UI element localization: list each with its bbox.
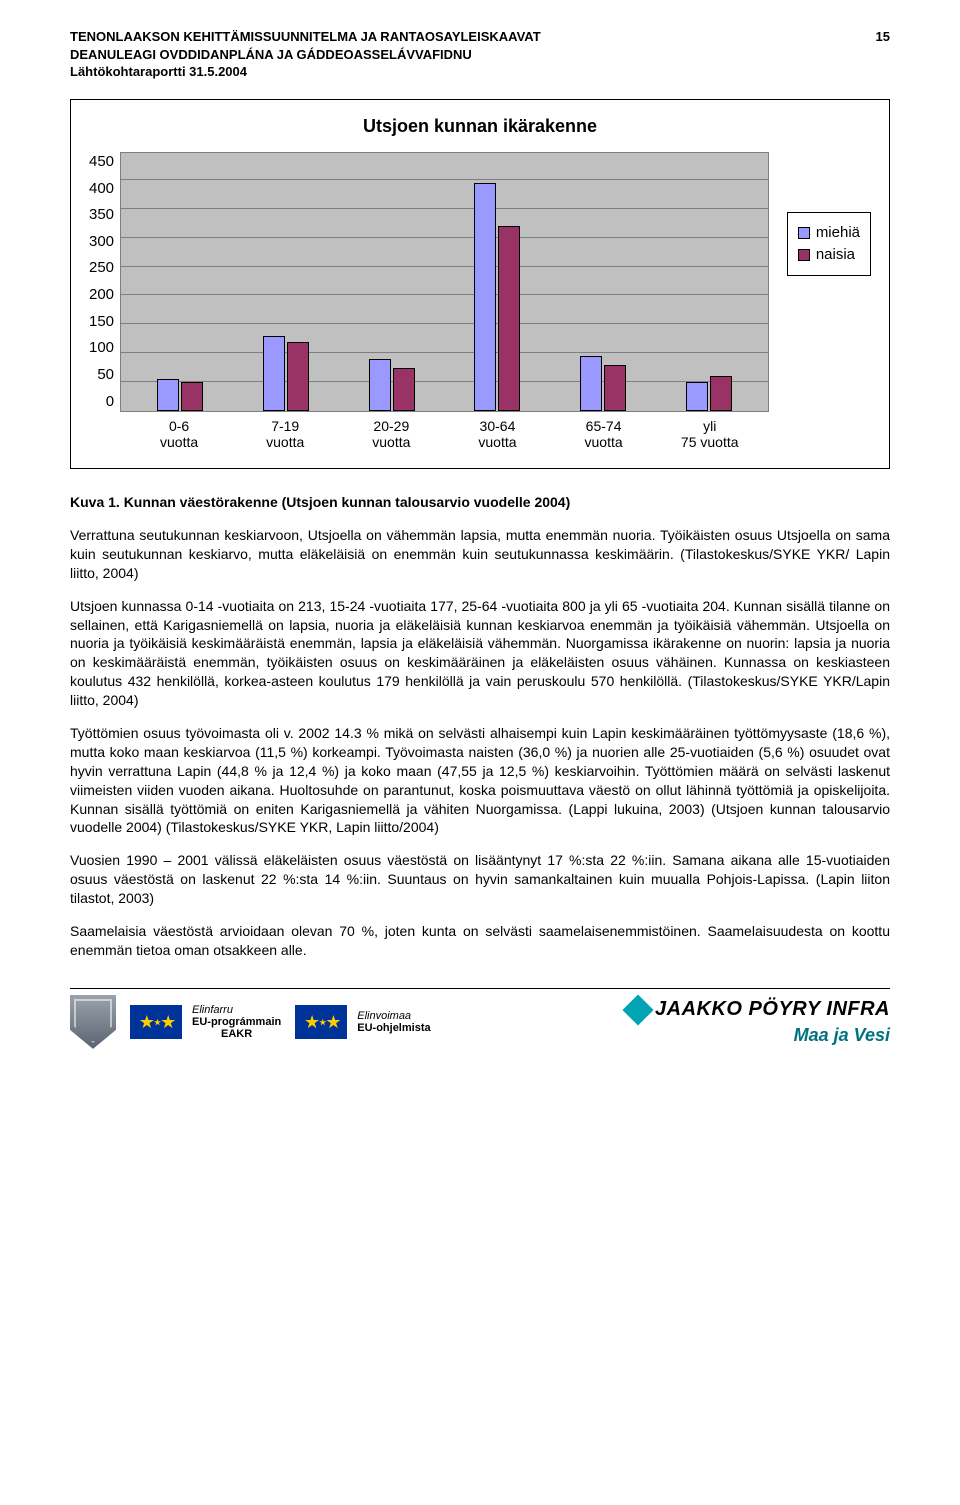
y-tick-label: 150: [89, 312, 114, 332]
bar: [474, 183, 496, 411]
company-name: JAAKKO PÖYRY INFRA: [655, 996, 890, 1023]
y-tick-label: 0: [106, 392, 114, 412]
bar: [157, 379, 179, 411]
y-tick-label: 400: [89, 179, 114, 199]
bar: [710, 376, 732, 411]
y-tick-label: 350: [89, 205, 114, 225]
legend-label: miehiä: [816, 223, 860, 243]
y-tick-label: 450: [89, 152, 114, 172]
chart-x-axis: 0-6vuotta 7-19vuotta 20-29vuotta 30-64vuott…: [120, 412, 769, 450]
x-tick-label: 20-29vuotta: [347, 418, 436, 450]
chart-plot-area: [120, 152, 769, 412]
page-number: 15: [876, 28, 890, 46]
bar-group: [664, 376, 753, 411]
x-tick-label: 0-6vuotta: [135, 418, 224, 450]
paragraph-5: Saamelaisia väestöstä arvioidaan olevan …: [70, 922, 890, 960]
paragraph-4: Vuosien 1990 – 2001 välissä eläkeläisten…: [70, 851, 890, 908]
municipal-shield-icon: [70, 995, 116, 1049]
x-tick-label: 7-19vuotta: [241, 418, 330, 450]
y-tick-label: 250: [89, 258, 114, 278]
header-line-2: DEANULEAGI OVDDIDANPLÁNA JA GÁDDEOASSELÁ…: [70, 46, 541, 64]
y-tick-label: 300: [89, 232, 114, 252]
bar-group: [136, 379, 225, 411]
figure-caption: Kuva 1. Kunnan väestörakenne (Utsjoen ku…: [70, 493, 890, 512]
y-tick-label: 100: [89, 338, 114, 358]
legend-swatch-icon: [798, 249, 810, 261]
x-tick-label: 30-64vuotta: [453, 418, 542, 450]
eu2-line1: Elinvoimaa: [357, 1010, 430, 1022]
bar: [498, 226, 520, 411]
eu-flag-icon: ★⋆★: [295, 1005, 347, 1039]
eu-flag-icon: ★⋆★: [130, 1005, 182, 1039]
poyry-diamond-icon: [622, 994, 653, 1025]
x-tick-label: yli75 vuotta: [665, 418, 754, 450]
age-structure-chart: Utsjoen kunnan ikärakenne 450 400 350 300 25…: [70, 99, 890, 469]
paragraph-3: Työttömien osuus työvoimasta oli v. 2002…: [70, 724, 890, 837]
bar-group: [453, 183, 542, 411]
header-line-1: TENONLAAKSON KEHITTÄMISSUUNNITELMA JA RA…: [70, 28, 541, 46]
eu2-line2: EU-ohjelmista: [357, 1022, 430, 1034]
eu1-line2: EU-prográmmain: [192, 1016, 281, 1028]
chart-legend: miehiänaisia: [787, 212, 871, 277]
company-logo: JAAKKO PÖYRY INFRA Maa ja Vesi: [627, 996, 890, 1047]
x-tick-label: 65-74vuotta: [559, 418, 648, 450]
bar: [580, 356, 602, 411]
company-subname: Maa ja Vesi: [627, 1023, 890, 1047]
chart-y-axis: 450 400 350 300 250 200 150 100 50 0: [89, 152, 120, 412]
y-tick-label: 200: [89, 285, 114, 305]
bar-group: [347, 359, 436, 411]
paragraph-2: Utsjoen kunnassa 0-14 -vuotiaita on 213,…: [70, 597, 890, 710]
bar: [393, 368, 415, 411]
page-footer: ★⋆★ Elinfarru EU-prográmmain EAKR ★⋆★ El…: [70, 988, 890, 1049]
paragraph-1: Verrattuna seutukunnan keskiarvoon, Utsj…: [70, 526, 890, 583]
eu1-line1: Elinfarru: [192, 1004, 281, 1016]
eu-logo-2: ★⋆★ Elinvoimaa EU-ohjelmista: [295, 1005, 430, 1039]
legend-item: naisia: [798, 245, 860, 265]
bar: [263, 336, 285, 411]
header-line-3: Lähtökohtaraportti 31.5.2004: [70, 63, 541, 81]
legend-swatch-icon: [798, 227, 810, 239]
eu-logo-1: ★⋆★ Elinfarru EU-prográmmain EAKR: [130, 1004, 281, 1040]
bar: [181, 382, 203, 411]
y-tick-label: 50: [97, 365, 114, 385]
page-header: TENONLAAKSON KEHITTÄMISSUUNNITELMA JA RA…: [70, 28, 890, 81]
bar: [287, 342, 309, 411]
bar: [604, 365, 626, 411]
bar: [369, 359, 391, 411]
bar: [686, 382, 708, 411]
legend-item: miehiä: [798, 223, 860, 243]
legend-label: naisia: [816, 245, 855, 265]
chart-title: Utsjoen kunnan ikärakenne: [89, 114, 871, 138]
eakr-label: EAKR: [192, 1028, 281, 1040]
bar-group: [241, 336, 330, 411]
bar-group: [559, 356, 648, 411]
